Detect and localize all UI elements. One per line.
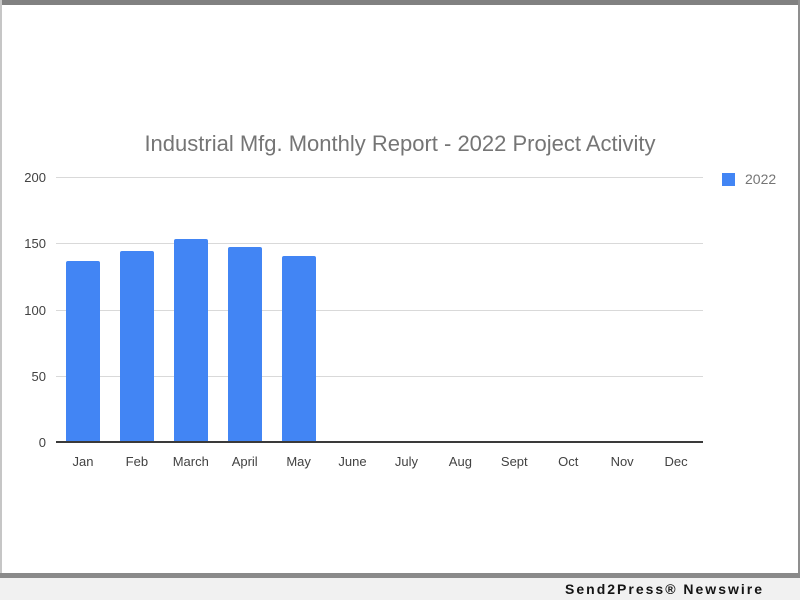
y-axis-tick-label-0: 0	[38, 435, 46, 450]
x-axis-label-may: May	[286, 454, 311, 469]
right-border	[798, 0, 800, 577]
x-axis-label-dec: Dec	[664, 454, 688, 469]
legend-swatch-2022	[722, 172, 735, 186]
top-border	[0, 0, 800, 5]
gridline-100	[56, 309, 703, 311]
gridline-150	[56, 243, 703, 245]
bar-feb	[119, 250, 154, 443]
x-axis-label-aug: Aug	[448, 454, 472, 469]
left-border	[0, 0, 2, 577]
legend-label-2022: 2022	[745, 171, 777, 187]
y-axis-tick-label-150: 150	[24, 236, 46, 252]
y-axis-tick-label-100: 100	[24, 302, 46, 318]
x-axis-baseline	[56, 441, 703, 443]
x-axis-label-april: April	[231, 454, 258, 469]
gridline-200	[56, 177, 703, 178]
bar-may	[281, 256, 316, 443]
x-axis-label-march: March	[172, 454, 209, 469]
plot-area	[56, 177, 703, 443]
footer-brand: Send2Press® Newswire	[565, 581, 764, 597]
chart-title: Industrial Mfg. Monthly Report - 2022 Pr…	[144, 131, 656, 156]
bar-march	[173, 238, 208, 443]
bottom-border	[0, 573, 800, 578]
x-axis-label-sept: Sept	[500, 454, 528, 469]
y-axis-tick-label-200: 200	[24, 170, 46, 185]
x-axis-label-jan: Jan	[72, 454, 94, 469]
x-axis-label-july: July	[394, 454, 419, 469]
bar-jan	[65, 261, 100, 443]
x-axis-label-june: June	[338, 454, 367, 469]
x-axis-label-nov: Nov	[610, 454, 634, 469]
gridline-50	[56, 375, 703, 377]
legend: 2022	[722, 171, 776, 187]
footer-strip: Send2Press® Newswire	[0, 578, 800, 600]
x-axis-label-oct: Oct	[558, 454, 579, 469]
y-axis-tick-label-50: 50	[31, 368, 46, 384]
x-axis-label-feb: Feb	[125, 454, 149, 469]
bar-april	[227, 246, 262, 443]
